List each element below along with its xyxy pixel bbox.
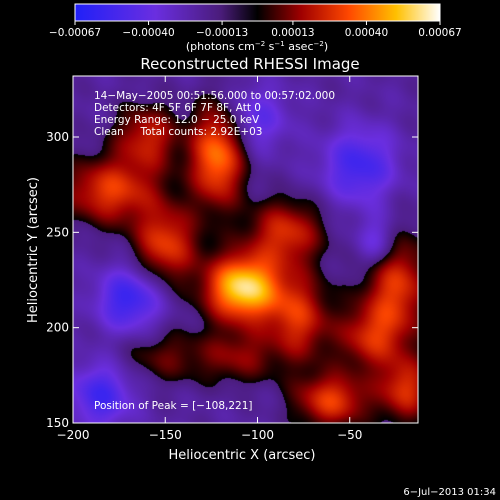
- colorbar-units: (photons cm−2 s−1 asec−2): [186, 40, 328, 53]
- x-tick-label: −200: [57, 428, 90, 442]
- x-tick-label: −100: [241, 428, 274, 442]
- y-tick-label: 200: [46, 321, 69, 335]
- y-tick-label: 250: [46, 225, 69, 239]
- plot-frame: [72, 75, 419, 424]
- x-tick-label: −50: [337, 428, 362, 442]
- info-annotations: 14−May−2005 00:51:56.000 to 00:57:02.000…: [94, 90, 335, 412]
- colorbar: −0.00067 −0.00040 −0.00013 0.00013 0.00040 0.…: [49, 3, 462, 53]
- annotation-detectors: Detectors: 4F 5F 6F 7F 8F, Att 0: [94, 102, 261, 114]
- x-axis-label: Heliocentric X (arcsec): [169, 448, 316, 463]
- annotation-energy: Energy Range: 12.0 − 25.0 keV: [94, 114, 260, 126]
- annotation-time-range: 14−May−2005 00:51:56.000 to 00:57:02.000: [94, 90, 335, 102]
- colorbar-tick-label: 0.00013: [271, 27, 314, 39]
- colorbar-tick-label: −0.00067: [49, 27, 101, 39]
- colorbar-ticks: −0.00067 −0.00040 −0.00013 0.00013 0.00040 0.…: [49, 21, 462, 39]
- x-axis-ticks: −200 −150 −100 −50: [57, 76, 362, 442]
- y-tick-label: 300: [46, 130, 69, 144]
- x-tick-label: −150: [149, 428, 182, 442]
- colorbar-gradient: [74, 3, 441, 22]
- colorbar-tick-label: 0.00067: [418, 27, 461, 39]
- y-tick-label: 150: [46, 416, 69, 430]
- colorbar-tick-label: −0.00013: [196, 27, 248, 39]
- chart-title: Reconstructed RHESSI Image: [140, 55, 359, 73]
- y-axis-ticks: 150 200 250 300: [46, 130, 418, 430]
- footer-timestamp: 6−Jul−2013 01:34: [403, 487, 496, 498]
- y-axis-label: Heliocentric Y (arcsec): [26, 177, 41, 323]
- annotation-peak: Position of Peak = [−108,221]: [94, 400, 253, 412]
- colorbar-tick-label: −0.00040: [122, 27, 174, 39]
- annotation-clean: Clean Total counts: 2.92E+03: [94, 126, 263, 138]
- colorbar-tick-label: 0.00040: [345, 27, 388, 39]
